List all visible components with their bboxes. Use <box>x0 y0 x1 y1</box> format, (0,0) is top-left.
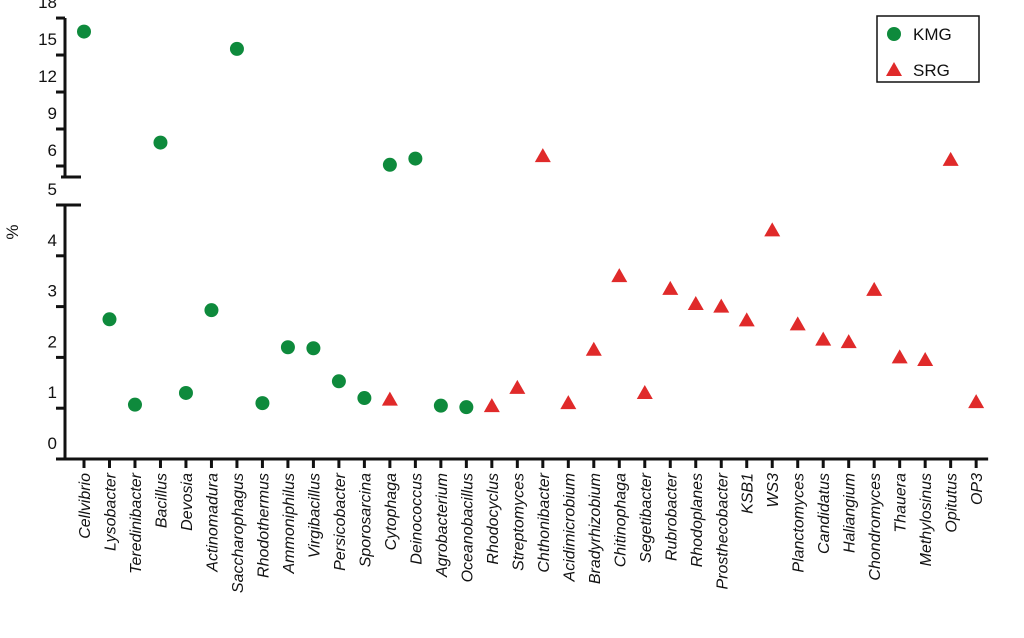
srg-point <box>713 298 730 313</box>
x-tick-label: OP3 <box>969 473 986 505</box>
x-tick-label: Devosia <box>179 473 196 531</box>
y-tick-label: 6 <box>48 141 57 160</box>
srg-point <box>891 349 908 364</box>
kmg-point <box>408 151 423 166</box>
y-tick-label: 4 <box>48 231 57 250</box>
y-tick-label: 1 <box>48 383 57 402</box>
x-tick-label: Lysobacter <box>102 472 119 551</box>
kmg-point <box>77 24 91 39</box>
srg-point <box>687 296 704 311</box>
x-tick-label: Chondromyces <box>867 473 884 581</box>
x-tick-label: Bradyrhizobium <box>587 473 604 584</box>
x-tick-label: Streptomyces <box>510 473 527 571</box>
legend-srg-marker-icon <box>886 62 902 76</box>
kmg-point <box>178 385 193 400</box>
kmg-point <box>459 400 474 415</box>
y-tick-label: 9 <box>48 104 57 123</box>
y-tick-label: 2 <box>48 332 57 351</box>
srg-point <box>840 334 857 349</box>
kmg-point <box>153 135 168 150</box>
x-tick-label: Rhodoplanes <box>689 473 706 567</box>
srg-point <box>585 341 602 356</box>
srg-point <box>738 312 755 327</box>
x-axis-ticks: Cellvibrio Lysobacter Teredinibacter Bacill… <box>77 459 986 593</box>
x-tick-label: Ammoniphilus <box>281 473 298 574</box>
kmg-point <box>382 157 397 172</box>
x-tick-label: Cytophaga <box>383 473 400 550</box>
x-tick-label: WS3 <box>765 473 782 508</box>
kmg-point <box>229 41 244 56</box>
kmg-point <box>127 397 142 412</box>
x-tick-label: Saccharophagus <box>230 473 247 593</box>
kmg-point <box>102 312 117 327</box>
data-markers <box>77 24 985 415</box>
x-tick-label: Teredinibacter <box>128 472 145 573</box>
x-tick-label: Planctomyces <box>791 473 808 573</box>
x-tick-label: Haliangium <box>842 473 859 553</box>
srg-point <box>917 351 934 366</box>
srg-point <box>560 395 577 410</box>
srg-point <box>764 222 781 237</box>
srg-point <box>968 394 985 409</box>
legend-srg-label: SRG <box>913 61 950 80</box>
x-tick-label: Deinococcus <box>408 473 425 565</box>
srg-point <box>381 391 398 406</box>
x-tick-label: Chitinophaga <box>612 473 629 567</box>
kmg-point <box>280 340 295 355</box>
x-tick-label: Methylosinus <box>918 473 935 566</box>
y-axis-label: % <box>3 224 22 239</box>
x-tick-label: Virgibacillus <box>306 473 323 558</box>
x-tick-label: Thauera <box>893 473 910 533</box>
x-tick-label: KSB1 <box>740 473 757 514</box>
x-tick-label: Bacillus <box>153 473 170 528</box>
srg-point <box>636 384 653 399</box>
kmg-point <box>433 398 448 413</box>
srg-point <box>534 148 551 163</box>
x-tick-label: Segetibacter <box>638 472 655 563</box>
srg-point <box>866 281 883 296</box>
y-tick-label: 18 <box>38 0 57 12</box>
x-tick-label: Rhodothermus <box>255 473 272 578</box>
x-tick-label: Actinomadura <box>204 473 221 573</box>
kmg-point <box>306 341 321 356</box>
x-tick-label: Cellvibrio <box>77 473 94 539</box>
y-tick-label: 5 <box>48 180 57 199</box>
y-tick-label: 3 <box>48 282 57 301</box>
srg-point <box>509 379 526 394</box>
x-tick-label: Sporosarcina <box>357 473 374 567</box>
y-tick-label: 0 <box>48 434 57 453</box>
kmg-point <box>255 396 270 411</box>
kmg-point <box>204 303 219 318</box>
x-tick-label: Prosthecobacter <box>714 472 731 589</box>
x-tick-label: Chthonibacter <box>536 472 553 572</box>
srg-point <box>789 316 806 331</box>
legend: KMG SRG <box>876 15 980 83</box>
kmg-point <box>357 391 372 406</box>
legend-kmg-marker-icon <box>887 27 901 41</box>
srg-point <box>483 398 500 413</box>
x-tick-label: Persicobacter <box>332 472 349 570</box>
x-tick-label: Opitutus <box>944 473 961 533</box>
y-tick-label: 15 <box>38 30 57 49</box>
srg-point <box>942 151 959 166</box>
y-tick-label: 12 <box>38 67 57 86</box>
x-tick-label: Candidatus <box>816 473 833 554</box>
srg-point <box>815 331 832 346</box>
srg-point <box>611 268 628 283</box>
srg-point <box>662 280 679 295</box>
x-tick-label: Agrobacterium <box>434 473 451 578</box>
x-tick-label: Rhodocyclus <box>485 473 502 565</box>
x-tick-label: Oceanobacillus <box>459 473 476 582</box>
x-tick-label: Rubrobacter <box>663 472 680 561</box>
legend-kmg-label: KMG <box>913 25 952 44</box>
x-tick-label: Acidimicrobium <box>561 473 578 582</box>
kmg-point <box>331 374 346 389</box>
axes <box>61 18 989 461</box>
